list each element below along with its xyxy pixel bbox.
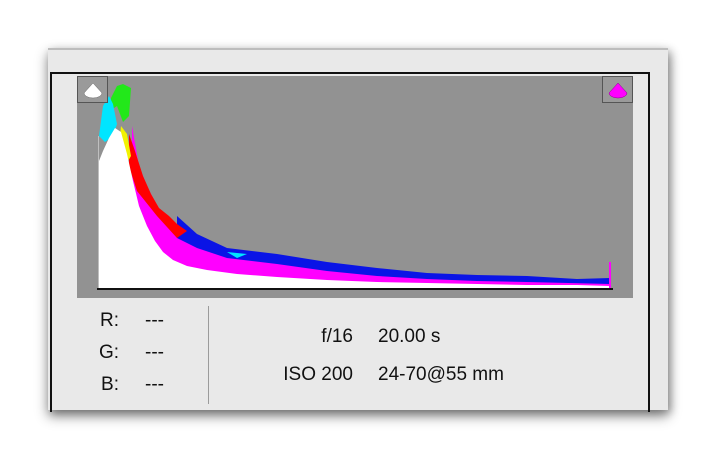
histogram — [77, 76, 633, 298]
blue-label: B: — [101, 374, 119, 395]
shutter-speed-value: 20.00 s — [378, 326, 441, 347]
green-value: --- — [145, 342, 164, 363]
red-label: R: — [100, 310, 119, 331]
histogram-cyan-channel — [99, 96, 247, 258]
histogram-clip-spike — [609, 262, 611, 288]
blue-value: --- — [145, 374, 164, 395]
shadow-clipping-warning-icon — [83, 82, 103, 99]
info-readout: R: --- G: --- B: --- f/16 20.00 s ISO 20… — [77, 298, 633, 408]
highlight-clipping-button[interactable] — [602, 76, 633, 103]
histogram-red-channel — [129, 134, 187, 238]
histogram-green-channel — [111, 84, 131, 122]
highlight-clipping-warning-icon — [608, 82, 628, 99]
panel-frame — [50, 72, 650, 412]
histogram-left-edge — [98, 136, 99, 288]
red-value: --- — [145, 310, 164, 331]
green-label: G: — [98, 342, 119, 363]
histogram-magenta-channel — [132, 126, 610, 288]
lens-value: 24-70@55 mm — [378, 364, 504, 385]
iso-value: ISO 200 — [283, 364, 353, 385]
histogram-panel: R: --- G: --- B: --- f/16 20.00 s ISO 20… — [48, 48, 668, 412]
readout-divider — [208, 306, 209, 404]
shadow-clipping-button[interactable] — [77, 76, 108, 103]
histogram-graph — [97, 84, 613, 290]
histogram-luminance — [99, 128, 610, 288]
histogram-baseline — [97, 288, 613, 290]
aperture-value: f/16 — [321, 326, 353, 347]
